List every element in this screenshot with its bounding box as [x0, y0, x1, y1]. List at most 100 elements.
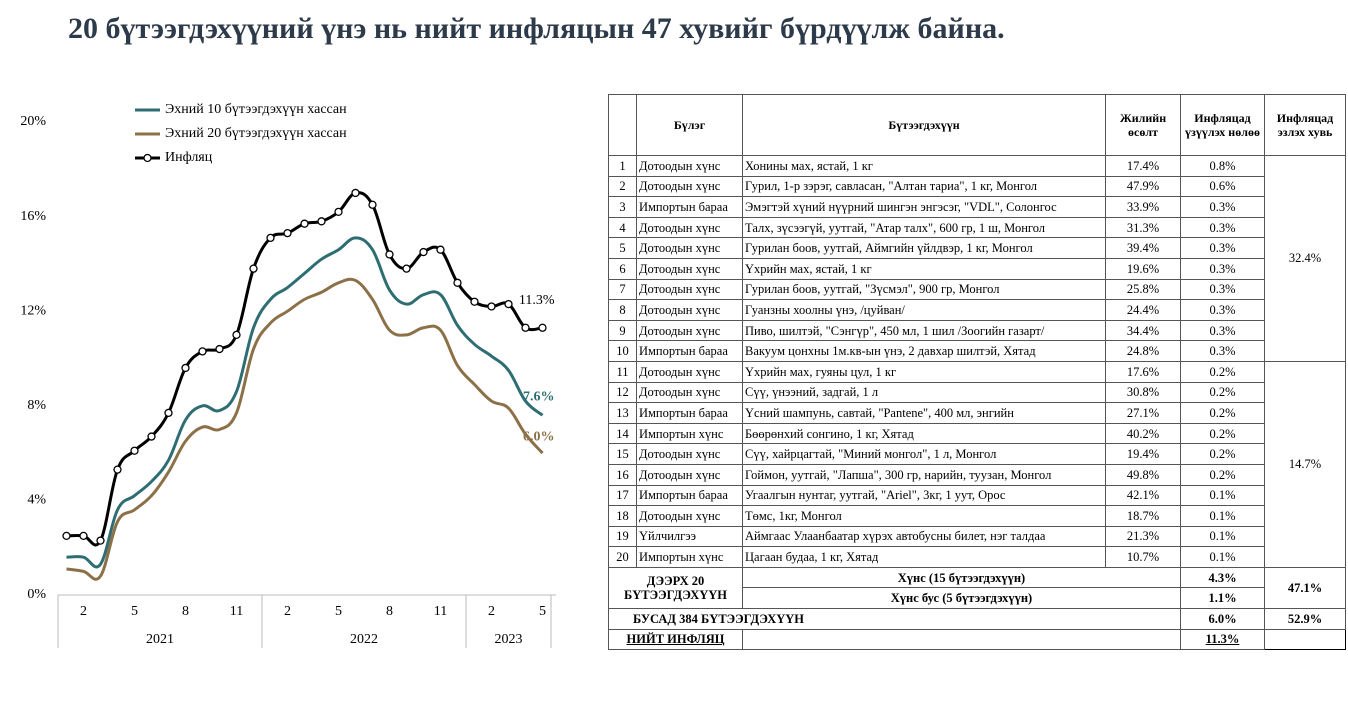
- point-marker: [164, 408, 173, 418]
- point-marker: [130, 446, 139, 455]
- table-cell: 30.8%: [1105, 381, 1181, 404]
- table-row: 20 Импортын хүнс Цагаан будаа, 1 кг, Хятад…: [608, 546, 1346, 568]
- x-tick-label: 11: [230, 604, 243, 619]
- table-row: 6 Дотоодын хүнс Үхрийн мах, ястай, 1 кг 19.…: [608, 257, 1346, 280]
- empty-cell: [1265, 629, 1346, 650]
- table-cell: Импортын бараа: [636, 484, 743, 507]
- point-marker: [300, 219, 309, 228]
- table-cell: 0.3%: [1180, 299, 1265, 321]
- table-cell: Дотоодын хүнс: [636, 360, 743, 383]
- table-cell: 0.3%: [1180, 278, 1265, 301]
- summary-label: ДЭЭРХ 20 БҮТЭЭГДЭХҮҮН: [608, 566, 743, 610]
- summary-row: БУСАД 384 БҮТЭЭГДЭХҮҮН 6.0% 52.9%: [608, 608, 1346, 630]
- table-cell: 0.2%: [1180, 422, 1265, 445]
- table-row: 17 Импортын бараа Угаалгын нунтаг, уутгай,…: [608, 484, 1346, 507]
- table-cell: 10.7%: [1105, 546, 1181, 568]
- legend-label: Эхний 10 бүтээгдэхүүн хассан: [165, 102, 347, 117]
- header-cell: Бүлэг: [636, 94, 743, 156]
- table-cell: 19.4%: [1105, 443, 1181, 465]
- header-cell: Жилийн өсөлт: [1105, 94, 1181, 156]
- table-cell: Гурилан боов, уутгай, "Зүсмэл", 900 гр, …: [742, 278, 1106, 301]
- table-cell: 40.2%: [1105, 422, 1181, 445]
- table-cell: 8: [608, 299, 637, 321]
- table-cell: 0.1%: [1180, 484, 1265, 507]
- table-cell: 0.6%: [1180, 175, 1265, 198]
- table-row: 5 Дотоодын хүнс Гурилан боов, уутгай, Аймг…: [608, 237, 1346, 259]
- table-cell: 42.1%: [1105, 484, 1181, 507]
- header-cell: Инфляцад үзүүлэх нөлөө: [1180, 94, 1265, 156]
- series-line: [66, 236, 544, 569]
- table-cell: 25.8%: [1105, 278, 1181, 301]
- legend-label: Инфляц: [165, 150, 213, 165]
- data-label: 11.3%: [519, 293, 555, 308]
- table-cell: Дотоодын хүнс: [636, 175, 743, 198]
- point-marker: [96, 536, 105, 545]
- table-cell: 15: [608, 443, 637, 465]
- point-marker: [232, 330, 241, 340]
- y-tick-label: 4%: [27, 493, 46, 508]
- table-cell: Пиво, шилтэй, "Сэнгүр", 450 мл, 1 шил /З…: [742, 319, 1106, 342]
- point-marker: [504, 299, 513, 309]
- table-cell: 20: [608, 546, 637, 568]
- legend-marker: [143, 153, 152, 163]
- point-marker: [351, 188, 360, 198]
- table-cell: 3: [608, 196, 637, 218]
- page-title: 20 бүтээгдэхүүний үнэ нь нийт инфляцын 4…: [68, 12, 1005, 45]
- table-cell: 34.4%: [1105, 319, 1181, 342]
- table-cell: Эмэгтэй хүний нүүрний шингэн энгэсэг, "V…: [742, 196, 1106, 218]
- table-cell: Талх, зүсээгүй, уутгай, "Атар талх", 600…: [742, 216, 1106, 239]
- y-tick-label: 16%: [20, 209, 46, 224]
- table-cell: 17.6%: [1105, 360, 1181, 383]
- point-marker: [113, 465, 122, 474]
- table-cell: 16: [608, 463, 637, 486]
- point-marker: [419, 247, 428, 257]
- chart: 0% 4% 8% 12% 16% 20% 2 5 8 11 2 5 8 11 2 5 2021 2022 2023 7…: [20, 102, 556, 648]
- table-row: 16 Дотоодын хүнс Гоймон, уутгай, "Лапша", …: [608, 463, 1346, 486]
- x-tick-label: 5: [335, 604, 342, 619]
- table-cell: Дотоодын хүнс: [636, 443, 743, 465]
- table-cell: Үйлчилгээ: [636, 525, 743, 548]
- table-cell: 6: [608, 257, 637, 280]
- table-cell: 31.3%: [1105, 216, 1181, 239]
- empty-cell: [742, 628, 1181, 651]
- point-marker: [334, 207, 343, 217]
- summary-cell: 1.1%: [1180, 587, 1265, 610]
- table-cell: Дотоодын хүнс: [636, 381, 743, 404]
- table-cell: Гурилан боов, уутгай, Аймгийн үйлдвэр, 1…: [742, 237, 1106, 259]
- table-cell: Төмс, 1кг, Монгол: [742, 505, 1106, 527]
- table-row: 13 Импортын бараа Үсний шампунь, савтай, "…: [608, 402, 1346, 424]
- point-marker: [62, 531, 71, 541]
- x-group-label: 2022: [350, 632, 378, 647]
- table-cell: Угаалгын нунтаг, уутгай, "Ariel", 3кг, 1…: [742, 484, 1106, 507]
- table-cell: 19.6%: [1105, 257, 1181, 280]
- table-row: 11 Дотоодын хүнс Үхрийн мах, гуяны цул, 1 …: [608, 360, 1346, 568]
- table: Бүлэг Бүтээгдэхүүн Жилийн өсөлт Инфляцад үз…: [608, 94, 1346, 651]
- table-cell: Үхрийн мах, ястай, 1 кг: [742, 257, 1106, 280]
- x-tick-label: 2: [284, 604, 291, 619]
- table-cell: Дотоодын хүнс: [636, 155, 743, 177]
- table-cell: 0.3%: [1180, 340, 1265, 362]
- table-cell: 0.8%: [1180, 155, 1265, 177]
- total-row: НИЙТ ИНФЛЯЦ 11.3%: [608, 628, 1346, 651]
- table-cell: 0.3%: [1180, 216, 1265, 239]
- x-tick-label: 2: [80, 604, 87, 619]
- table-cell: Вакуум цонхны 1м.кв-ын үнэ, 2 давхар шил…: [742, 340, 1106, 362]
- table-cell: Гурил, 1-р зэрэг, савласан, "Алтан тариа…: [742, 175, 1106, 198]
- table-cell: 0.3%: [1180, 196, 1265, 218]
- point-marker: [368, 200, 377, 209]
- table-cell: 0.3%: [1180, 319, 1265, 342]
- total-label: НИЙТ ИНФЛЯЦ: [608, 628, 743, 651]
- x-tick-label: 8: [386, 604, 393, 619]
- header-cell: Бүтээгдэхүүн: [742, 94, 1106, 156]
- point-marker: [453, 278, 462, 287]
- x-tick-label: 5: [539, 604, 546, 619]
- share-cell: 14.7%: [1264, 360, 1346, 568]
- table-row: 19 Үйлчилгээ Аймгаас Улаанбаатар хүрэх авт…: [608, 525, 1346, 548]
- point-marker: [436, 245, 445, 254]
- data-label: 6.0%: [523, 429, 555, 444]
- x-tick-label: 2: [488, 604, 495, 619]
- y-tick-label: 8%: [27, 398, 46, 413]
- point-marker: [266, 233, 275, 243]
- table-row: 4 Дотоодын хүнс Талх, зүсээгүй, уутгай, "А…: [608, 216, 1346, 239]
